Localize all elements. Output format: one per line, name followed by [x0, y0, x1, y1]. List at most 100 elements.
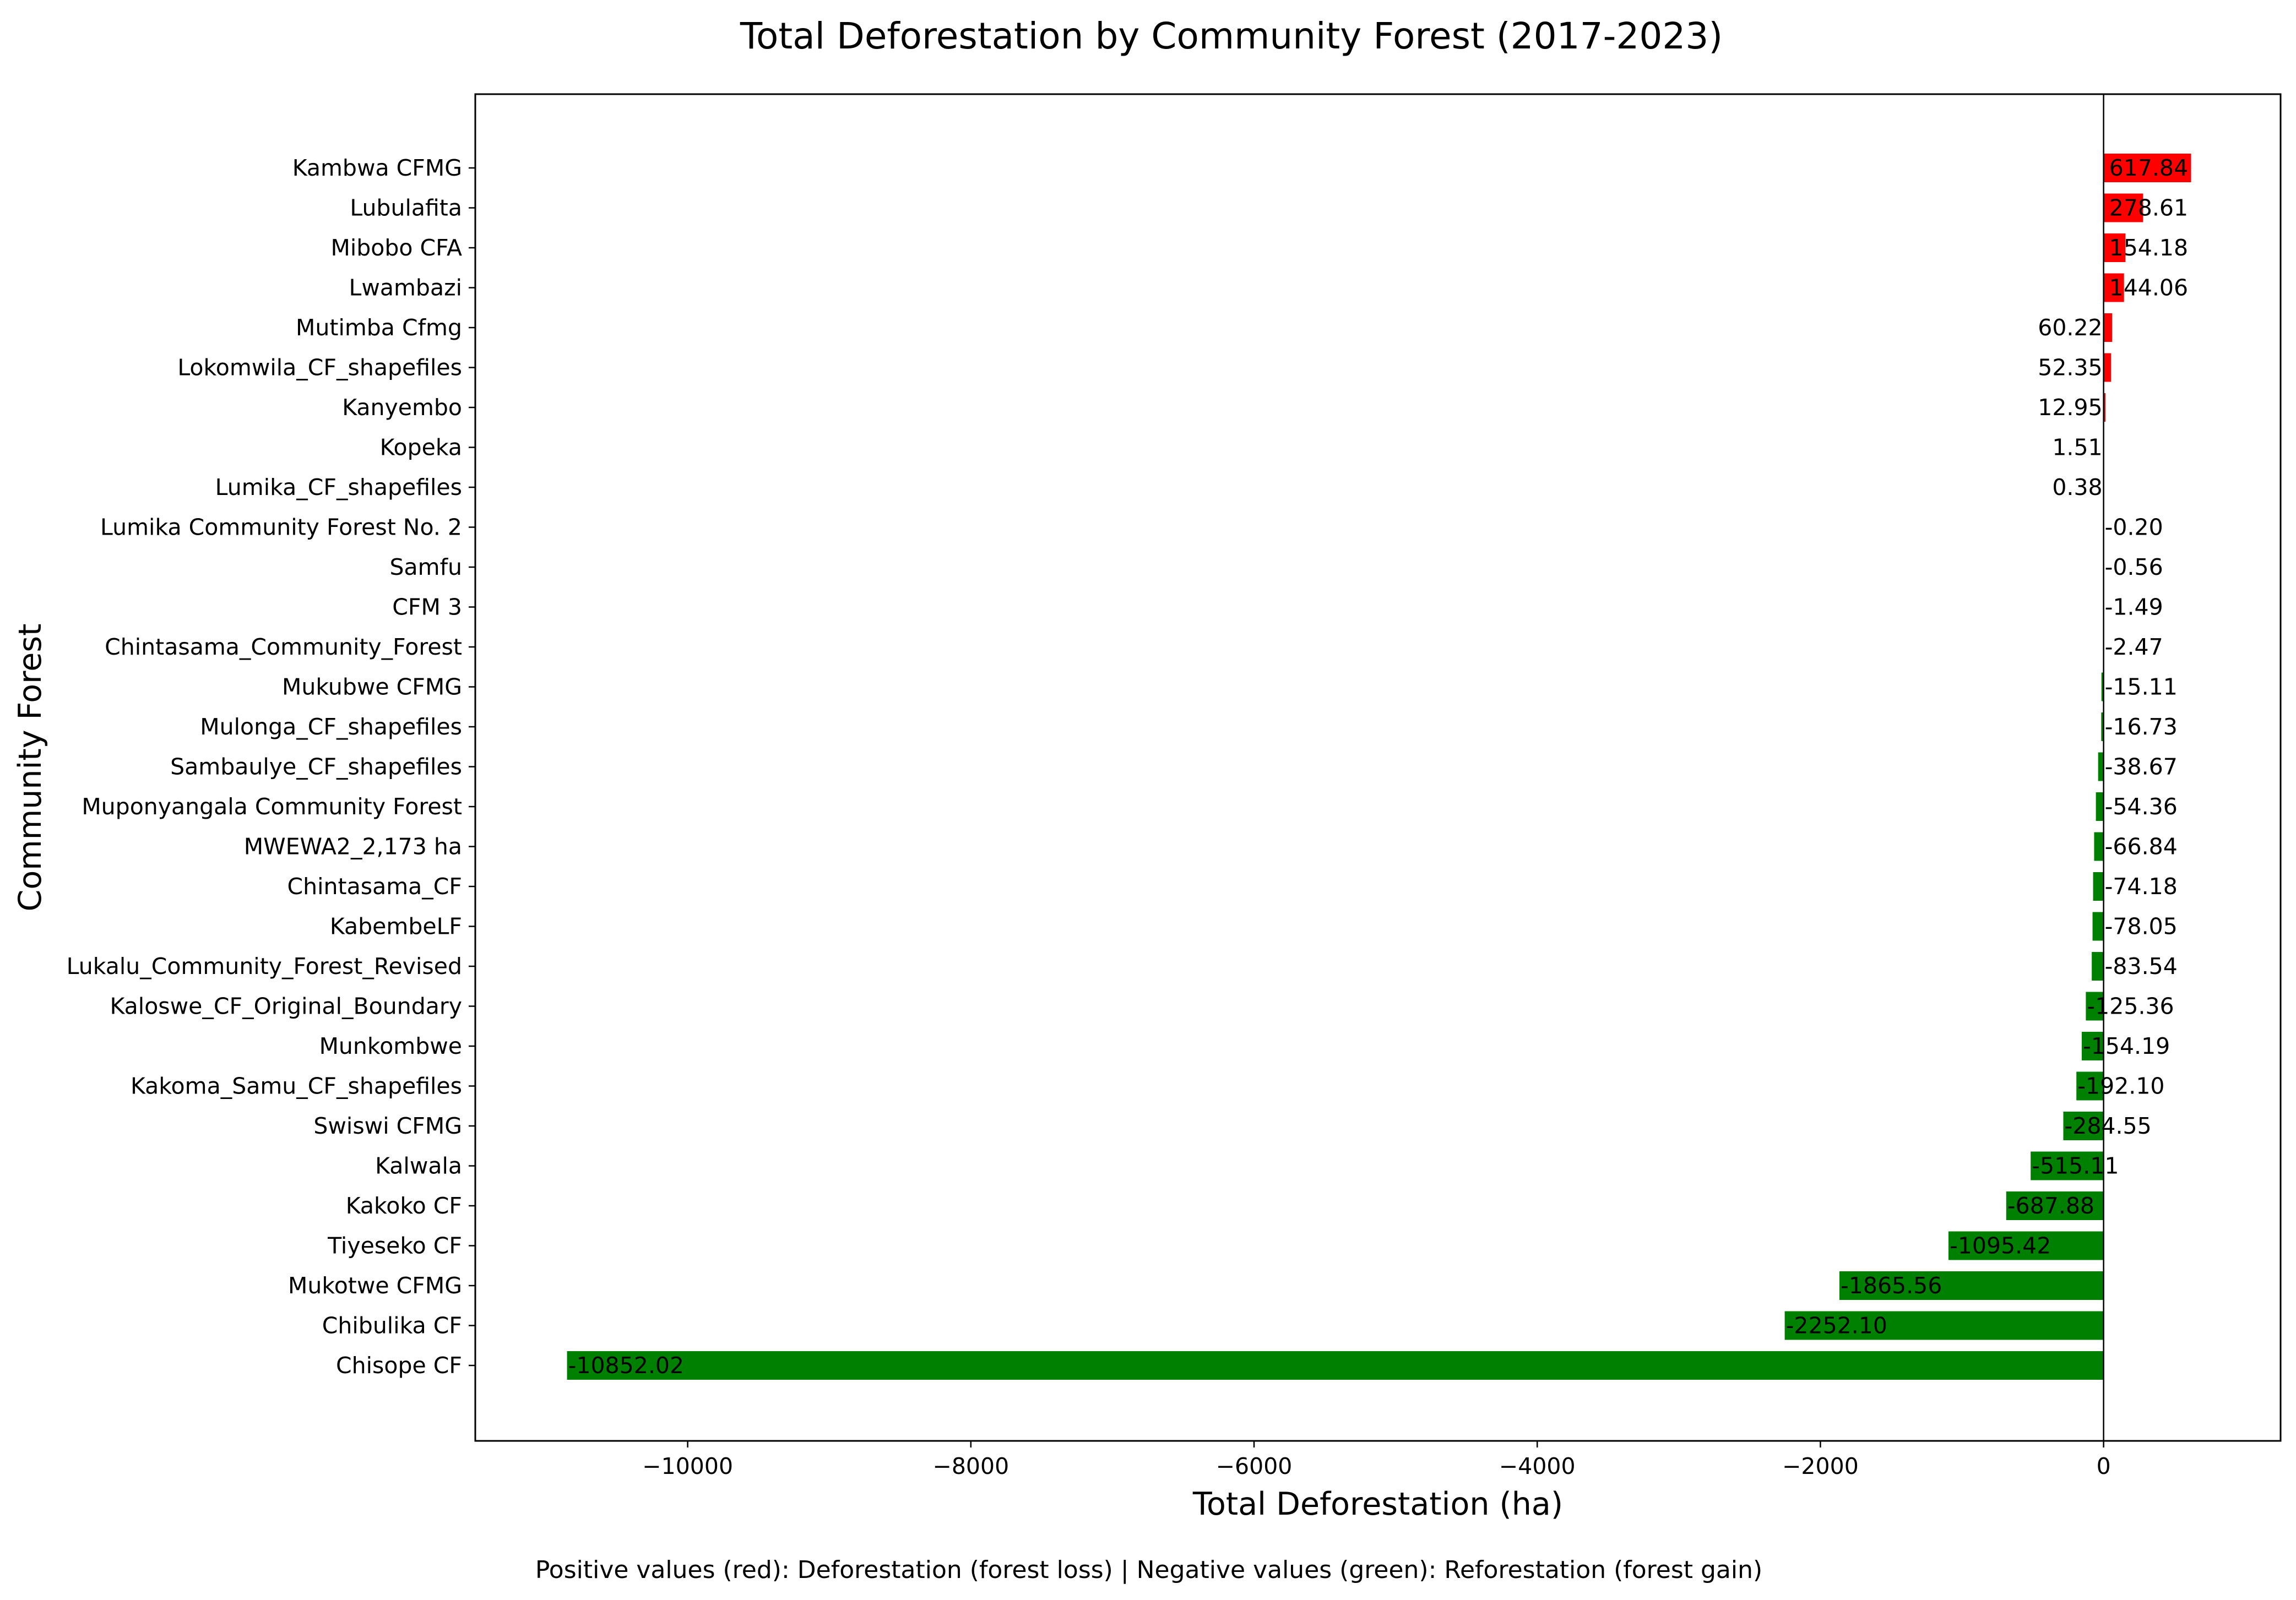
- y-tick-label: Muponyangala Community Forest: [82, 793, 462, 820]
- data-label: -125.36: [2087, 993, 2174, 1020]
- bar: [2006, 1191, 2104, 1220]
- bar: [2098, 752, 2104, 781]
- y-tick-label: Lokomwila_CF_shapefiles: [177, 355, 462, 381]
- bar: [2101, 712, 2104, 741]
- data-label: 60.22: [2038, 314, 2102, 341]
- y-tick-label: Mutimba Cfmg: [296, 314, 462, 341]
- y-tick-label: Mukubwe CFMG: [282, 674, 462, 700]
- bar: [2094, 832, 2104, 861]
- data-label: -1.49: [2105, 594, 2163, 621]
- y-tick-label: Kambwa CFMG: [292, 155, 462, 181]
- bar: [2031, 1151, 2104, 1180]
- y-tick-label: Kakoko CF: [346, 1193, 462, 1219]
- y-tick-label: Mibobo CFA: [330, 235, 462, 261]
- data-label: -0.56: [2105, 554, 2163, 580]
- data-label: 0.38: [2052, 474, 2102, 500]
- y-tick-label: MWEWA2_2,173 ha: [244, 834, 462, 860]
- data-label: -78.05: [2105, 913, 2178, 940]
- data-label: 12.95: [2038, 394, 2102, 421]
- bar: [1784, 1311, 2104, 1340]
- bar: [2103, 353, 2112, 382]
- x-tick-label: −2000: [1782, 1453, 1859, 1479]
- bar: [2092, 952, 2104, 981]
- bar: [2103, 313, 2113, 342]
- y-axis-label: Community Forest: [12, 624, 48, 912]
- x-tick-label: −6000: [1216, 1453, 1293, 1479]
- y-tick-label: Chintasama_Community_Forest: [105, 634, 462, 660]
- data-label: 154.18: [2109, 235, 2188, 261]
- plot-frame: [474, 93, 2282, 1442]
- x-tick-label: 0: [2097, 1453, 2111, 1479]
- data-label: -74.18: [2105, 873, 2178, 900]
- bar: [2081, 1032, 2104, 1060]
- y-tick-label: Munkombwe: [319, 1033, 462, 1059]
- bar: [2103, 273, 2124, 302]
- y-tick-label: Chibulika CF: [322, 1313, 462, 1339]
- y-axis-ticks: Kambwa CFMG Lubulafita Mibobo CFA Lwambazi M…: [67, 155, 475, 1379]
- bar: [2103, 393, 2105, 422]
- bar: [2076, 1071, 2104, 1101]
- chart-footnote: Positive values (red): Deforestation (fo…: [535, 1556, 1762, 1584]
- y-tick-label: Kakoma_Samu_CF_shapefiles: [131, 1073, 462, 1100]
- bar: [1839, 1271, 2104, 1300]
- data-label: -2.47: [2105, 634, 2163, 660]
- data-label: -15.11: [2105, 674, 2178, 700]
- chart-title: Total Deforestation by Community Forest …: [740, 15, 1723, 57]
- x-tick-label: −4000: [1499, 1453, 1576, 1479]
- bar: [2101, 672, 2104, 701]
- y-tick-label: Chisope CF: [336, 1352, 462, 1379]
- bar: [2093, 872, 2104, 901]
- bar: [2103, 193, 2143, 222]
- y-tick-label: Tiyeseko CF: [327, 1233, 462, 1259]
- data-label: -154.19: [2083, 1033, 2170, 1059]
- y-tick-label: Kopeka: [380, 434, 462, 461]
- data-label: -687.88: [2007, 1193, 2094, 1219]
- bars-layer: [567, 154, 2191, 1380]
- bar: [2096, 792, 2104, 821]
- y-tick-label: Sambaulye_CF_shapefiles: [170, 754, 462, 780]
- data-label: -66.84: [2105, 834, 2178, 860]
- x-tick-label: −10000: [642, 1453, 733, 1479]
- y-tick-label: Mulonga_CF_shapefiles: [200, 714, 462, 740]
- data-label: 144.06: [2109, 275, 2188, 301]
- bar: [2103, 233, 2126, 262]
- data-label: -1095.42: [1950, 1233, 2051, 1259]
- data-label: -10852.02: [568, 1352, 684, 1379]
- y-tick-label: Kanyembo: [342, 394, 462, 421]
- y-tick-label: Lwambazi: [349, 275, 462, 301]
- data-label: -1865.56: [1841, 1272, 1942, 1299]
- y-tick-label: Lumika_CF_shapefiles: [215, 474, 462, 500]
- y-tick-label: Swiswi CFMG: [313, 1113, 462, 1139]
- bar: [1948, 1231, 2104, 1260]
- data-label: -515.11: [2032, 1153, 2119, 1179]
- data-label: -16.73: [2105, 714, 2178, 740]
- data-label: 52.35: [2038, 355, 2102, 381]
- data-labels-layer: 617.84 278.61 154.18 144.06 60.22 52.35 12.95 1…: [568, 155, 2189, 1379]
- data-label: -192.10: [2077, 1073, 2164, 1100]
- data-label: 617.84: [2109, 155, 2188, 181]
- data-label: -284.55: [2064, 1113, 2151, 1139]
- data-label: -54.36: [2105, 793, 2178, 820]
- data-label: 278.61: [2109, 195, 2188, 221]
- y-tick-label: Kaloswe_CF_Original_Boundary: [110, 993, 462, 1020]
- data-label: -0.20: [2105, 514, 2163, 541]
- y-tick-label: CFM 3: [392, 594, 462, 621]
- bar: [567, 1351, 2104, 1380]
- data-label: 1.51: [2052, 434, 2102, 461]
- y-tick-label: Lumika Community Forest No. 2: [100, 514, 462, 541]
- y-tick-label: Lubulafita: [350, 195, 462, 221]
- y-tick-label: Mukotwe CFMG: [288, 1272, 462, 1299]
- y-tick-label: Lukalu_Community_Forest_Revised: [67, 953, 462, 979]
- x-tick-label: −8000: [932, 1453, 1009, 1479]
- data-label: -38.67: [2105, 754, 2178, 780]
- data-label: -83.54: [2105, 953, 2178, 979]
- bar: [2086, 992, 2104, 1021]
- x-axis-ticks: −10000 −8000 −6000 −4000 −2000 0: [642, 1441, 2111, 1479]
- y-tick-label: Samfu: [389, 554, 462, 580]
- y-tick-label: Chintasama_CF: [287, 873, 462, 900]
- bar: [2103, 154, 2191, 182]
- y-tick-label: Kalwala: [375, 1153, 462, 1179]
- x-axis-label: Total Deforestation (ha): [1192, 1486, 1563, 1522]
- bar: [2063, 1112, 2104, 1140]
